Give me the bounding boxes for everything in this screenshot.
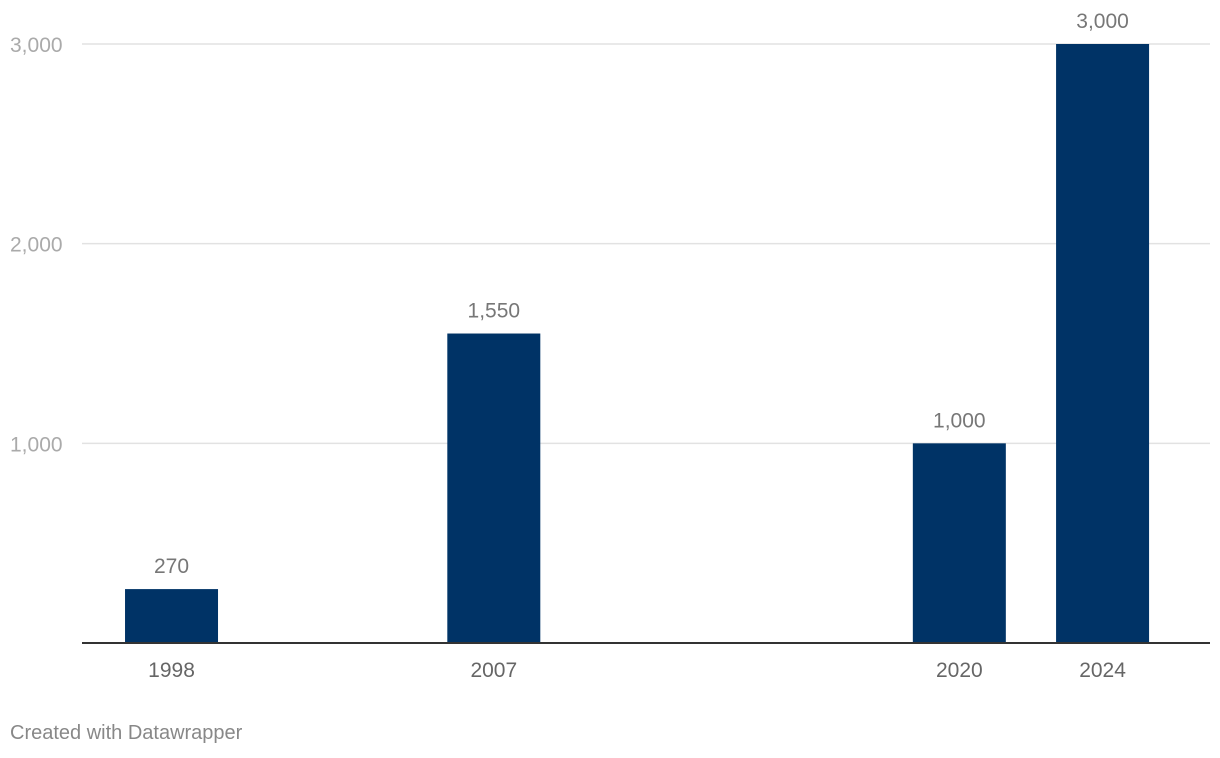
- x-tick-label: 2024: [1079, 659, 1126, 682]
- x-tick-label: 1998: [148, 659, 195, 682]
- bar: [447, 333, 541, 643]
- bars: [125, 44, 1150, 643]
- credit-text: Created with Datawrapper: [10, 722, 243, 744]
- bar: [912, 443, 1006, 643]
- y-tick-label: 2,000: [10, 234, 63, 257]
- labels: 1,000 2,000 3,000 270 1998 1,550 2007 1,000 2020…: [10, 10, 1129, 682]
- value-label: 1,550: [468, 300, 521, 323]
- x-tick-label: 2020: [936, 659, 983, 682]
- value-label: 3,000: [1076, 10, 1129, 33]
- gridlines: [82, 43, 1210, 445]
- bar: [1056, 44, 1150, 643]
- value-label: 270: [154, 555, 189, 578]
- bar-chart: 1,000 2,000 3,000 270 1998 1,550 2007 1,000 2020…: [10, 10, 1210, 682]
- bar: [125, 589, 219, 643]
- value-label: 1,000: [933, 409, 986, 432]
- x-tick-label: 2007: [470, 659, 517, 682]
- y-tick-label: 3,000: [10, 34, 63, 57]
- y-tick-label: 1,000: [10, 433, 63, 456]
